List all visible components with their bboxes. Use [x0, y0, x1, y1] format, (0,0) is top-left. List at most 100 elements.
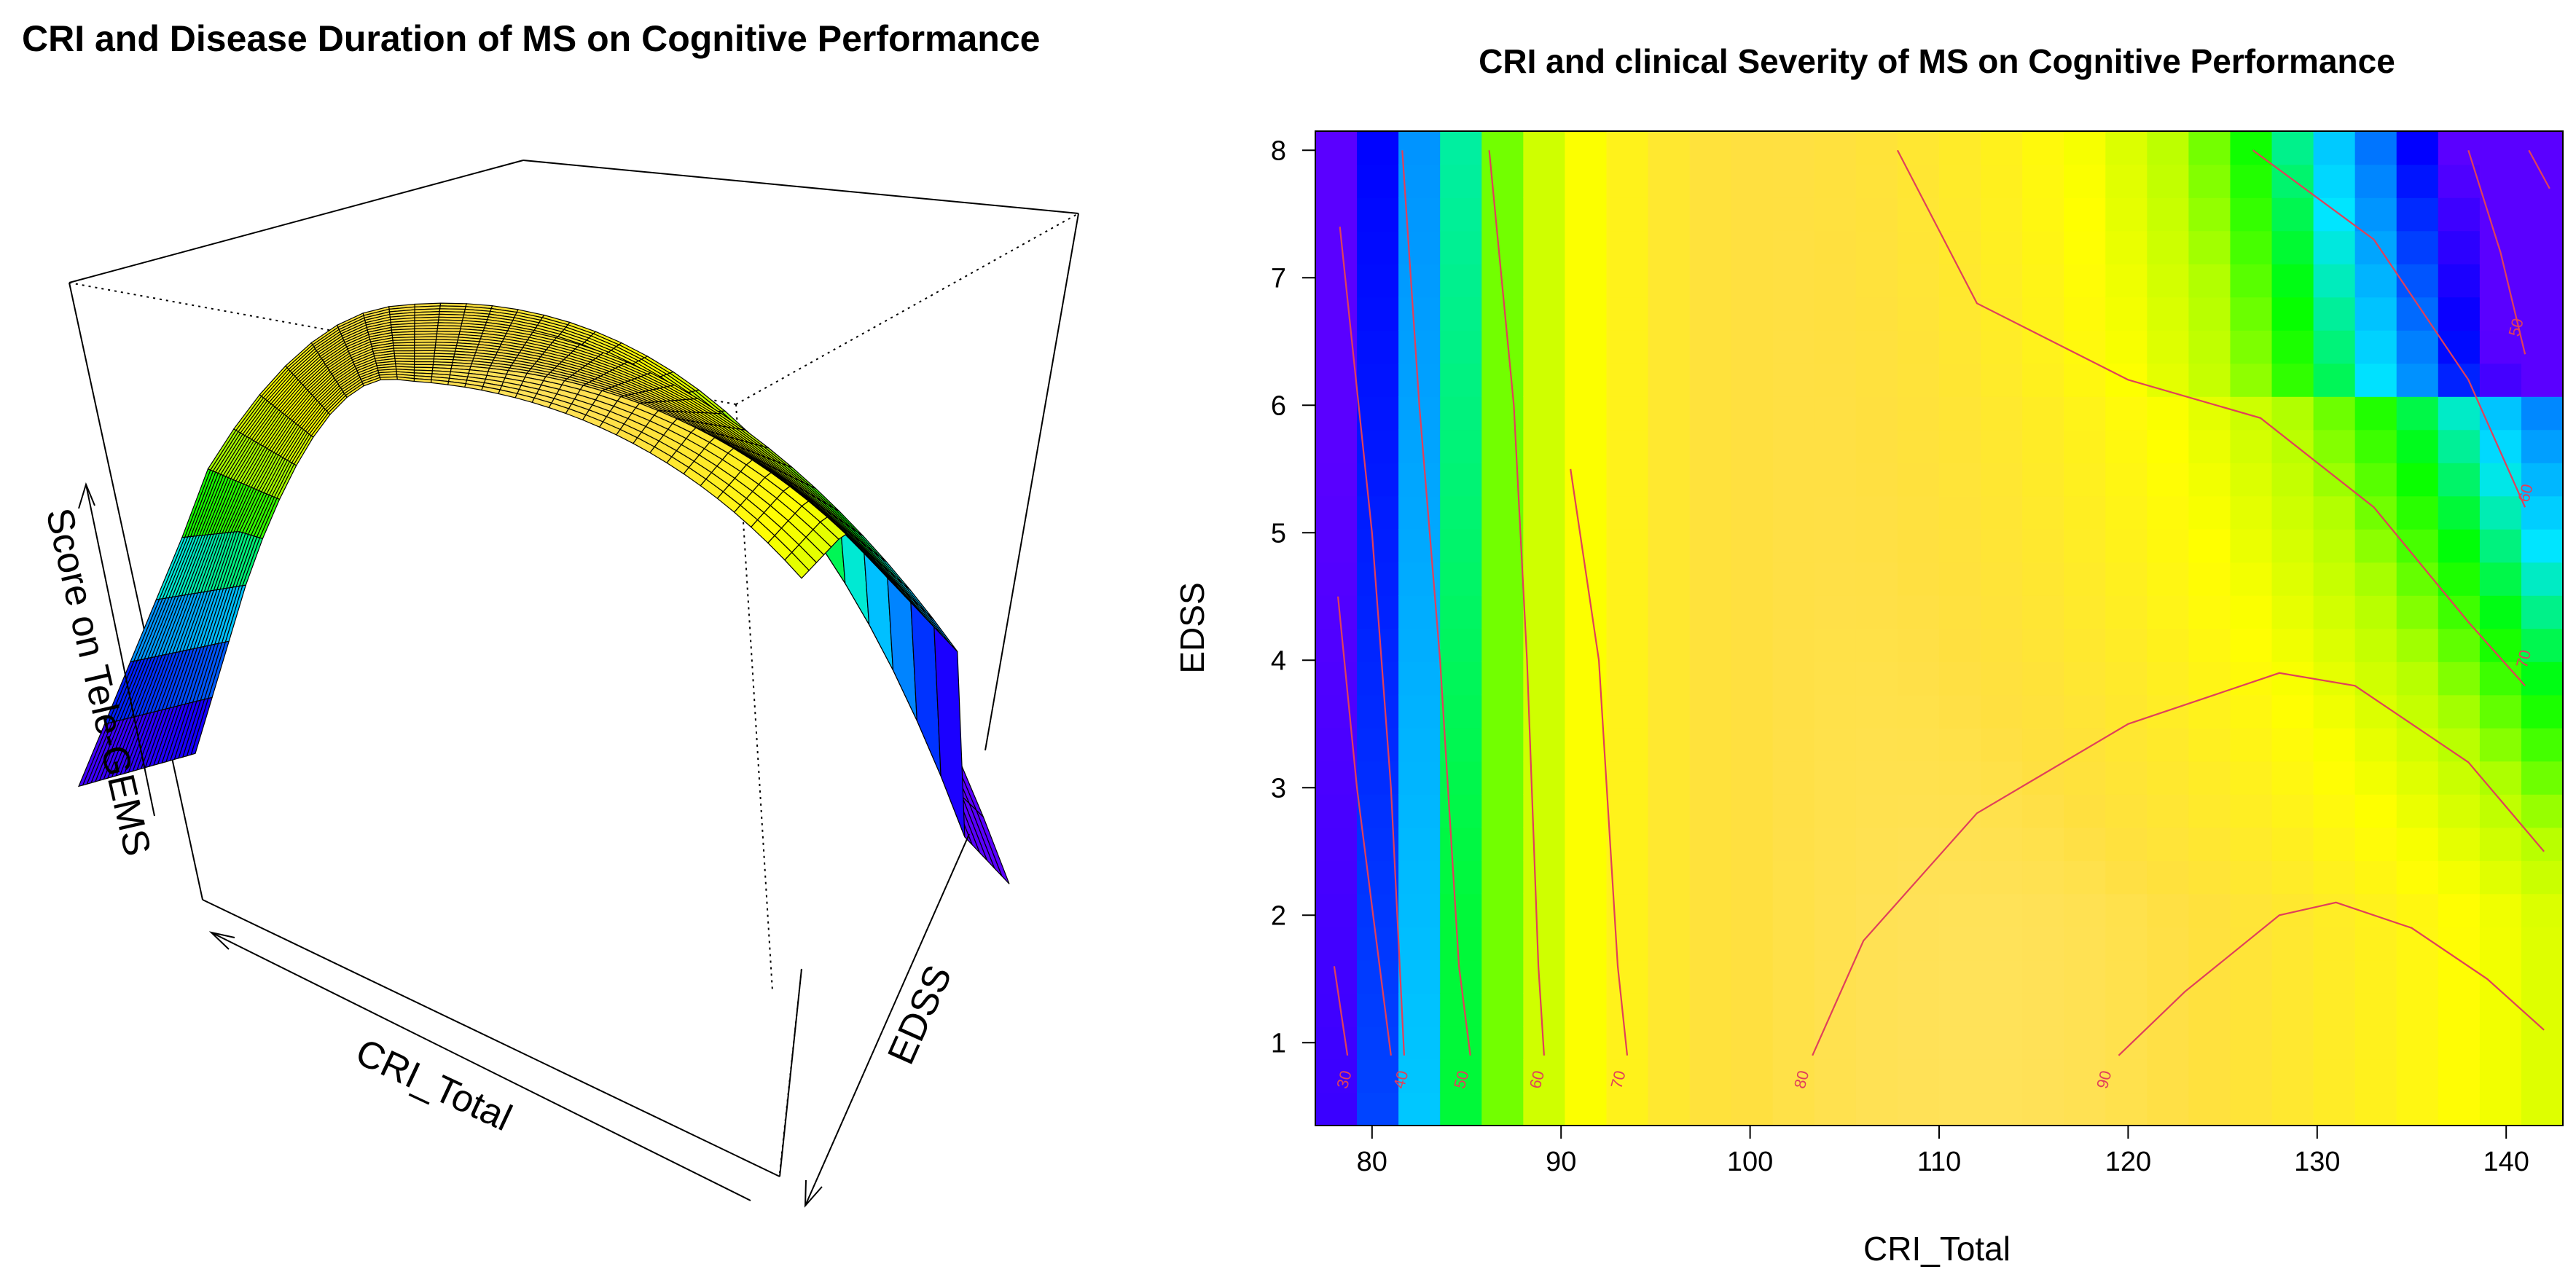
heatmap-cell [1897, 893, 1940, 927]
heatmap-cell [2354, 230, 2397, 264]
heatmap-cell [2188, 164, 2231, 198]
heatmap-cell [1315, 297, 1358, 331]
heatmap-cell [1606, 131, 1649, 165]
heatmap-cell [2147, 728, 2190, 762]
heatmap-cell [1481, 330, 1524, 364]
heatmap-cell [1357, 893, 1399, 927]
box-edge [984, 213, 1079, 751]
heatmap-cell [1440, 495, 1483, 530]
heatmap-cell [2188, 694, 2231, 729]
heatmap-cell [1689, 264, 1732, 298]
heatmap-cell [2438, 164, 2481, 198]
heatmap-cell [2022, 1092, 2064, 1126]
heatmap-cell [1440, 264, 1483, 298]
heatmap-cell [2521, 396, 2564, 431]
heatmap-cell [1855, 131, 1898, 165]
heatmap-cell [1648, 927, 1691, 961]
heatmap-cell [2438, 893, 2481, 927]
heatmap-cell [2396, 860, 2439, 895]
heatmap-cell [1398, 131, 1441, 165]
heatmap-cell [1648, 794, 1691, 828]
heatmap-cell [2230, 893, 2273, 927]
heatmap-cell [1481, 230, 1524, 264]
heatmap-cell [2521, 197, 2564, 232]
heatmap-cell [2064, 628, 2107, 662]
heatmap-cell [1565, 131, 1608, 165]
heatmap-cell [1855, 827, 1898, 861]
heatmap-xlabel: CRI_Total [1863, 1230, 2011, 1268]
heatmap-cell [2354, 197, 2397, 232]
heatmap-cell [1398, 893, 1441, 927]
heatmap-cell [2105, 927, 2148, 961]
heatmap-cell [2188, 661, 2231, 696]
heatmap-cell [2396, 562, 2439, 596]
heatmap-cell [1981, 993, 2023, 1027]
heatmap-cell [2271, 131, 2314, 165]
heatmap-cell [2438, 993, 2481, 1027]
heatmap-cell [1981, 297, 2023, 331]
heatmap-cell [1606, 363, 1649, 397]
heatmap-cell [1897, 1059, 1940, 1093]
heatmap-cell [2479, 230, 2522, 264]
heatmap-cell [1523, 927, 1566, 961]
heatmap-cell [2271, 562, 2314, 596]
heatmap-cell [2271, 959, 2314, 994]
heatmap-cell [1357, 628, 1399, 662]
heatmap-cell [2521, 860, 2564, 895]
heatmap-cell [2230, 1026, 2273, 1060]
heatmap-cell [1398, 827, 1441, 861]
heatmap-cell [2313, 1059, 2356, 1093]
heatmap-cell [1939, 463, 1981, 497]
heatmap-cell [1398, 927, 1441, 961]
heatmap-cell [1731, 893, 1774, 927]
heatmap-cell [1523, 761, 1566, 795]
heatmap-cell [1772, 959, 1815, 994]
heatmap-cell [1855, 628, 1898, 662]
heatmap-cell [1897, 794, 1940, 828]
heatmap-cell [1689, 131, 1732, 165]
heatmap-cell [2105, 297, 2148, 331]
heatmap-cell [2230, 927, 2273, 961]
heatmap-cell [1481, 197, 1524, 232]
heatmap-cell [2105, 363, 2148, 397]
heatmap-cell [2147, 595, 2190, 629]
heatmap-cell [1357, 761, 1399, 795]
heatmap-cell [2022, 131, 2064, 165]
heatmap-cell [1897, 728, 1940, 762]
heatmap-cell [2147, 794, 2190, 828]
surface-axes [78, 482, 970, 1208]
x-tick-label: 100 [1727, 1147, 1773, 1177]
heatmap-cell [2188, 396, 2231, 431]
heatmap-cell [1357, 396, 1399, 431]
heatmap-cell [2064, 529, 2107, 563]
heatmap-cell [1648, 893, 1691, 927]
heatmap-cell [2396, 197, 2439, 232]
heatmap-cell [2313, 893, 2356, 927]
heatmap-cell [2521, 893, 2564, 927]
heatmap-cell [2479, 197, 2522, 232]
heatmap-cell [2147, 495, 2190, 530]
heatmap-cell [2188, 1026, 2231, 1060]
heatmap-cell [1855, 1092, 1898, 1126]
heatmap-cell [2313, 595, 2356, 629]
heatmap-cell [1731, 728, 1774, 762]
heatmap-cell [2105, 827, 2148, 861]
heatmap-cell [1939, 330, 1981, 364]
heatmap-cell [1772, 363, 1815, 397]
heatmap-cell [1440, 529, 1483, 563]
heatmap-cell [1440, 728, 1483, 762]
heatmap-cell [2313, 661, 2356, 696]
heatmap-cell [1981, 595, 2023, 629]
heatmap-cell [1440, 562, 1483, 596]
heatmap-cell [1523, 131, 1566, 165]
heatmap-cell [2438, 1059, 2481, 1093]
heatmap-cell [2521, 1059, 2564, 1093]
heatmap-cell [2354, 396, 2397, 431]
heatmap-cell [1981, 661, 2023, 696]
heatmap-cell [1523, 330, 1566, 364]
heatmap-cell [2022, 1059, 2064, 1093]
x-tick-label: 110 [1917, 1147, 1962, 1177]
heatmap-cell [1939, 1059, 1981, 1093]
heatmap-cell [2105, 264, 2148, 298]
heatmap-cell [1357, 330, 1399, 364]
